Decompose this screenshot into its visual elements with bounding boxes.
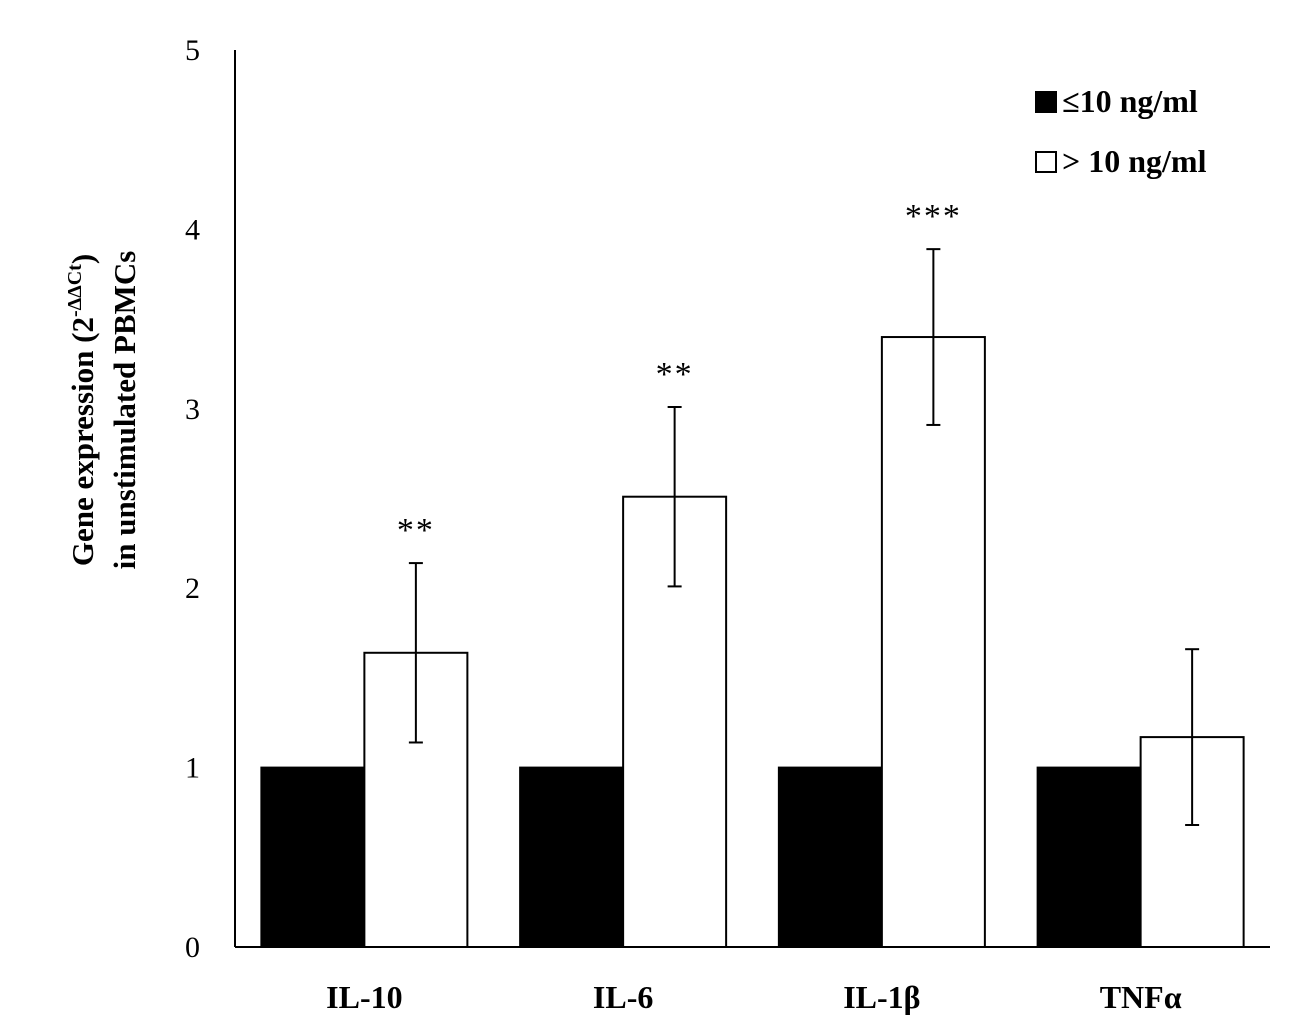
legend-swatch (1035, 151, 1057, 173)
bar (777, 766, 883, 948)
svg-text:Gene expression (2-ΔΔCt): Gene expression (2-ΔΔCt) (64, 254, 100, 566)
y-axis-label-line1-prefix: Gene expression (2 (65, 317, 100, 566)
legend-label: > 10 ng/ml (1062, 143, 1207, 179)
category-label: IL-6 (593, 979, 653, 1015)
category-label: TNFα (1100, 979, 1182, 1015)
bar (260, 766, 366, 948)
bar (880, 336, 986, 949)
y-tick-label: 3 (185, 393, 200, 426)
significance-label: ** (397, 512, 435, 549)
bar (519, 766, 625, 948)
y-tick-label: 2 (185, 572, 200, 605)
y-tick-label: 1 (185, 752, 200, 785)
category-label: IL-10 (326, 979, 402, 1015)
y-tick-label: 4 (185, 213, 200, 246)
bar (1036, 766, 1142, 948)
significance-label: ** (656, 356, 694, 393)
y-tick-label: 0 (185, 931, 200, 964)
legend-label: ≤10 ng/ml (1062, 83, 1198, 119)
y-axis-label-line1-suffix: ) (65, 254, 100, 264)
y-axis-label-line1-sup: -ΔΔCt (64, 264, 86, 317)
legend-swatch (1035, 91, 1057, 113)
category-label: IL-1β (843, 979, 920, 1015)
significance-label: *** (905, 198, 962, 235)
y-axis-label-line2: in unstimulated PBMCs (107, 251, 142, 570)
y-tick-label: 5 (185, 34, 200, 67)
y-axis-label: Gene expression (2-ΔΔCt) in unstimulated… (64, 251, 142, 570)
